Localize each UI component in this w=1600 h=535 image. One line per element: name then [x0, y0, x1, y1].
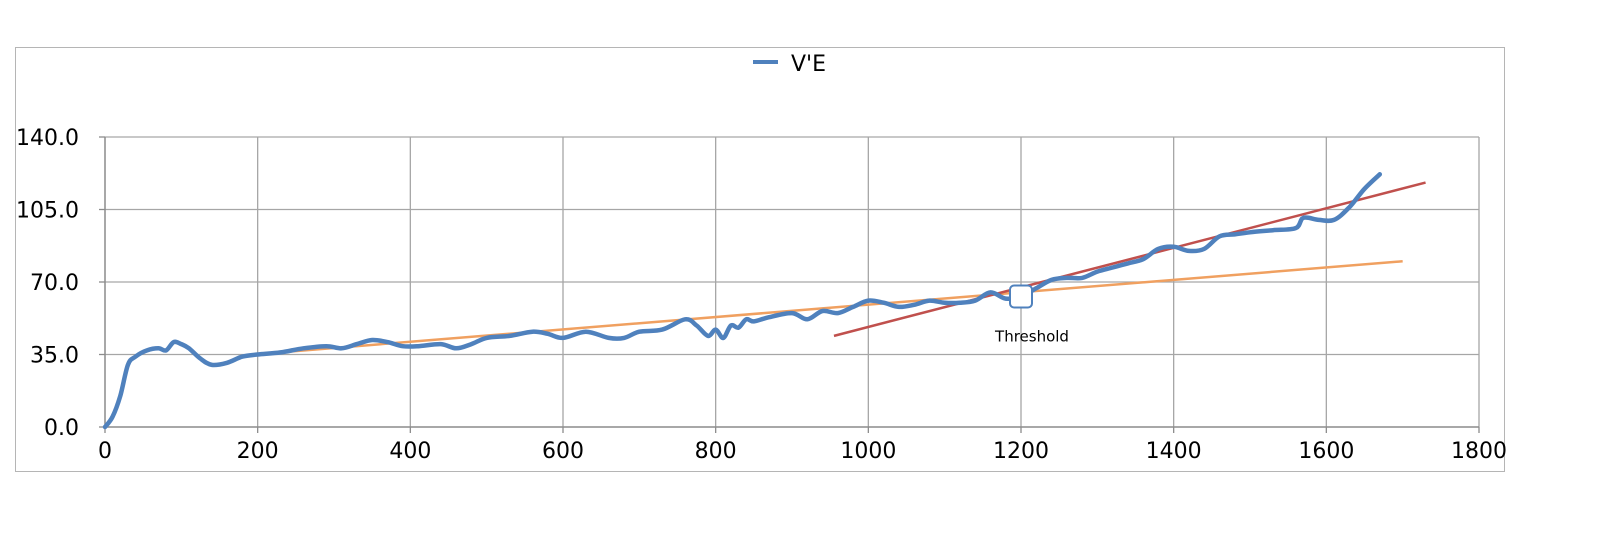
- y-tick-label: 35.0: [30, 344, 79, 369]
- grid: [105, 136, 1480, 427]
- trendlines: [253, 181, 1426, 356]
- x-tick-label: 200: [237, 439, 279, 464]
- trendline: [253, 260, 1403, 356]
- axes: 0.0 35.0 70.0 105.0 140.0 0 200 400 600 800 1000 12…: [16, 126, 1507, 464]
- x-tick-label: 600: [542, 439, 584, 464]
- x-tick-label: 800: [695, 439, 737, 464]
- y-tick-label: 0.0: [44, 416, 79, 441]
- x-tick-label: 1000: [840, 439, 896, 464]
- y-tick-label: 70.0: [30, 271, 79, 296]
- x-tick-label: 1600: [1298, 439, 1354, 464]
- threshold-marker: [1009, 284, 1033, 309]
- threshold-label: Threshold: [994, 328, 1069, 346]
- annotations: Threshold: [994, 284, 1069, 346]
- chart-frame: [15, 47, 1505, 472]
- series-layer: [102, 172, 1383, 430]
- x-tick-label: 0: [98, 439, 112, 464]
- x-tick-label: 1800: [1451, 439, 1507, 464]
- series-line-ve: [102, 172, 1383, 430]
- legend: V'E: [753, 52, 826, 77]
- x-tick-label: 400: [389, 439, 431, 464]
- y-tick-label: 140.0: [16, 126, 79, 151]
- trendline: [833, 181, 1426, 338]
- legend-label: V'E: [791, 52, 826, 77]
- x-tick-label: 1400: [1146, 439, 1202, 464]
- x-tick-label: 1200: [993, 439, 1049, 464]
- y-tick-label: 105.0: [16, 199, 79, 224]
